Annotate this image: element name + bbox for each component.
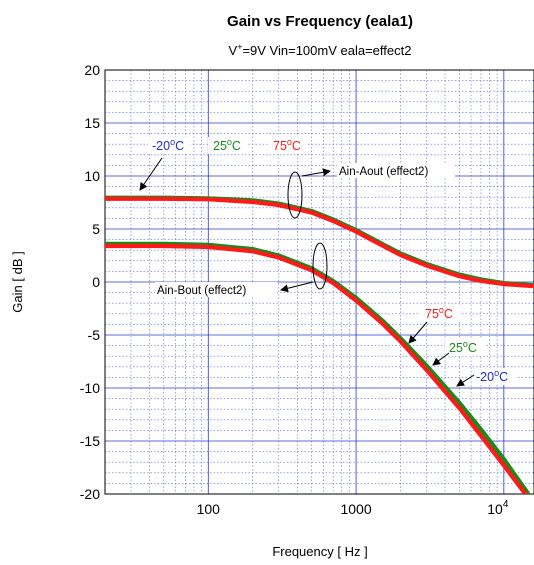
y-tick-label: -15 [80,433,100,449]
series-line-2 [105,196,534,289]
ain-aout-label: Ain-Aout (effect2) [339,166,428,178]
y-tick-label: -10 [80,380,100,396]
temp-label-75-upper: 75oC [273,137,301,153]
temp-label-bg [445,339,485,356]
series-layer [105,195,534,494]
series-line-5 [105,243,528,494]
y-axis-label: Gain [ dB ] [10,251,25,312]
y-tick-label: -5 [88,327,101,343]
temp-label-bg [208,137,248,154]
ain-bout-label-bg [155,282,277,297]
temp-arrow-minus20 [456,374,475,387]
y-tick-label: 10 [84,168,100,184]
y-tick-label: 5 [92,221,100,237]
ain-bout-arrow [280,281,314,293]
temp-label-25-upper: 25oC [213,137,241,153]
minor-gridlines [104,70,534,494]
ain-aout-group-ellipse [287,171,303,219]
y-tick-label: 20 [84,62,100,78]
temp-label-minus20-lower: -20oC [476,368,508,384]
temp-label-bg [148,137,190,154]
y-tick-labels: 20 15 10 5 0 -5 -10 -15 -20 [80,62,100,502]
y-tick-label: -20 [80,486,100,502]
x-tick-label: 104 [487,499,509,517]
x-tick-label: 100 [197,501,221,517]
temp-arrow-25 [432,352,450,366]
ain-aout-label-bg [337,163,455,178]
chart-subtitle: V+=9V Vin=100mV eala=effect2 [229,42,412,58]
temp-label-bg [420,305,460,322]
ain-bout-group-ellipse [312,242,328,290]
ain-aout-arrow [301,168,331,177]
series-line-4 [105,241,530,494]
temp-arrow-upper [139,157,163,191]
x-axis-label: Frequency [ Hz ] [272,544,367,559]
x-tick-labels: 100 1000 104 [197,499,509,517]
temp-label-25-lower: 25oC [449,339,477,355]
chart-title: Gain vs Frequency (eala1) [227,13,413,30]
temp-label-75-lower: 75oC [425,305,453,321]
temp-label-bg [268,137,308,154]
temp-arrow-75 [408,321,428,344]
x-tick-label: 1000 [340,501,371,517]
y-tick-label: 15 [84,115,100,131]
y-tick-label: 0 [92,274,100,290]
ain-bout-label: Ain-Bout (effect2) [157,285,246,297]
plot-frame [104,69,534,495]
temp-label-bg [472,368,516,385]
temp-label-minus20-upper: -20oC [152,137,184,153]
